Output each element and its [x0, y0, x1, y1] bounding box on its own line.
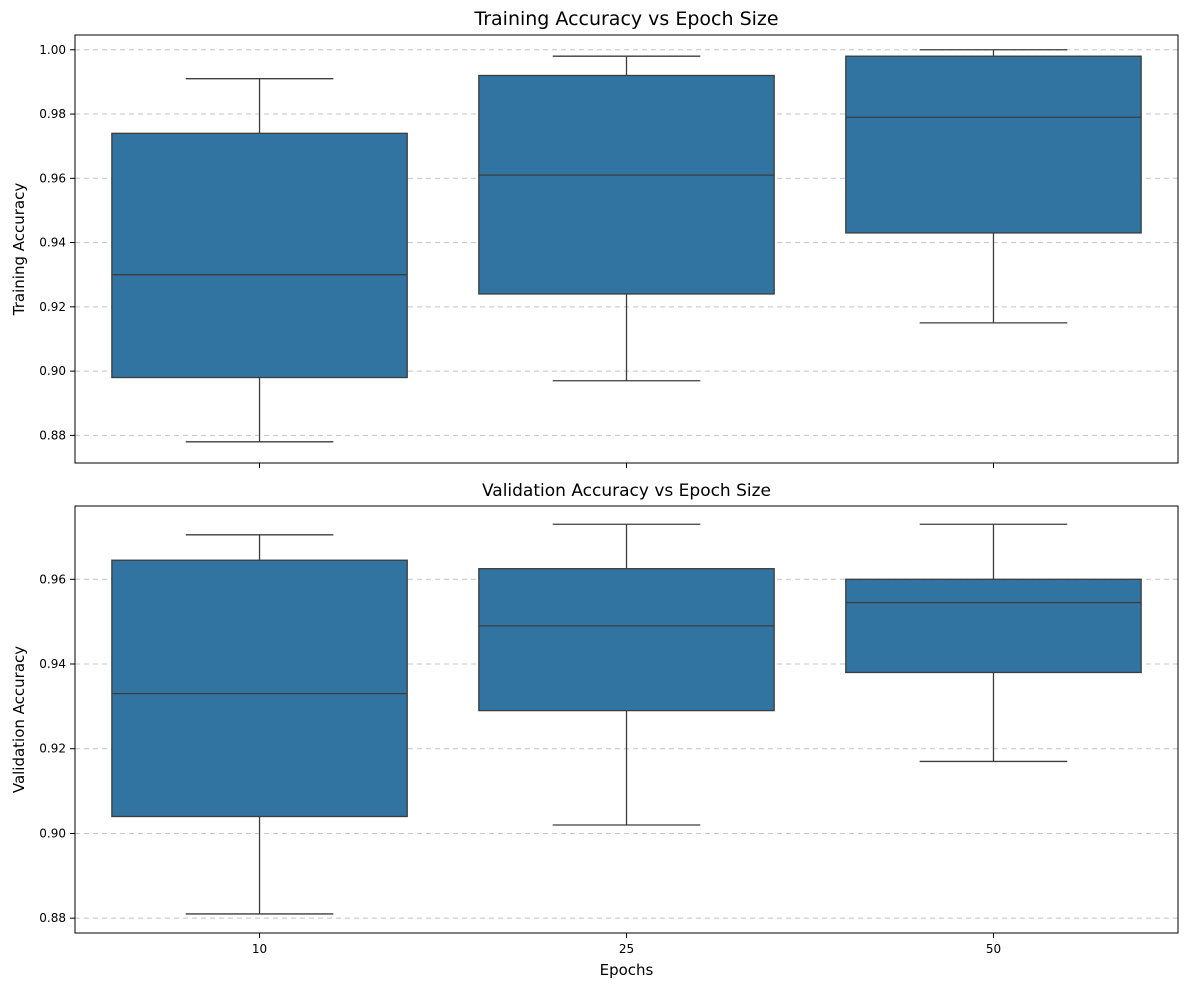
y-tick-label: 0.94 — [39, 236, 66, 250]
y-tick-label: 0.92 — [39, 742, 66, 756]
y-axis-label: Training Accuracy — [10, 183, 28, 317]
y-tick-label: 0.96 — [39, 572, 66, 586]
charts-container: 0.88 0.90 0.92 0.94 0.96 0.98 1.00 Training Acc… — [10, 8, 1179, 979]
box-10 — [111, 78, 408, 443]
y-tick-label: 0.90 — [39, 826, 66, 840]
chart-title: Training Accuracy vs Epoch Size — [473, 8, 778, 30]
box-body — [845, 578, 1142, 674]
y-tick-label: 0.96 — [39, 171, 66, 185]
x-tick-label: 10 — [252, 942, 267, 956]
box-body — [845, 55, 1142, 234]
x-tick-label: 50 — [986, 942, 1001, 956]
box-50 — [845, 523, 1142, 763]
chart-title: Validation Accuracy vs Epoch Size — [482, 481, 771, 501]
subplot-training: 0.88 0.90 0.92 0.94 0.96 0.98 1.00 Training Acc… — [10, 8, 1179, 468]
box-50 — [845, 49, 1142, 324]
x-axis-label: Epochs — [600, 961, 654, 979]
y-tick-label: 0.90 — [39, 364, 66, 378]
y-tick-label: 0.98 — [39, 107, 66, 121]
box-body — [478, 568, 775, 712]
y-tick-label: 0.88 — [39, 428, 66, 442]
x-tick-label: 25 — [619, 942, 634, 956]
box-body — [111, 559, 408, 818]
box-10 — [111, 534, 408, 915]
y-tick-label: 0.88 — [39, 911, 66, 925]
box-body — [111, 132, 408, 379]
subplot-validation: 0.88 0.90 0.92 0.94 0.96 10 25 50 Validation Acc… — [10, 481, 1179, 979]
y-axis-label: Validation Accuracy — [10, 646, 28, 793]
y-tick-label: 0.94 — [39, 657, 66, 671]
y-tick-label: 0.92 — [39, 300, 66, 314]
box-body — [478, 74, 775, 295]
box-25 — [478, 523, 775, 826]
y-tick-label: 1.00 — [39, 43, 66, 57]
box-25 — [478, 55, 775, 382]
